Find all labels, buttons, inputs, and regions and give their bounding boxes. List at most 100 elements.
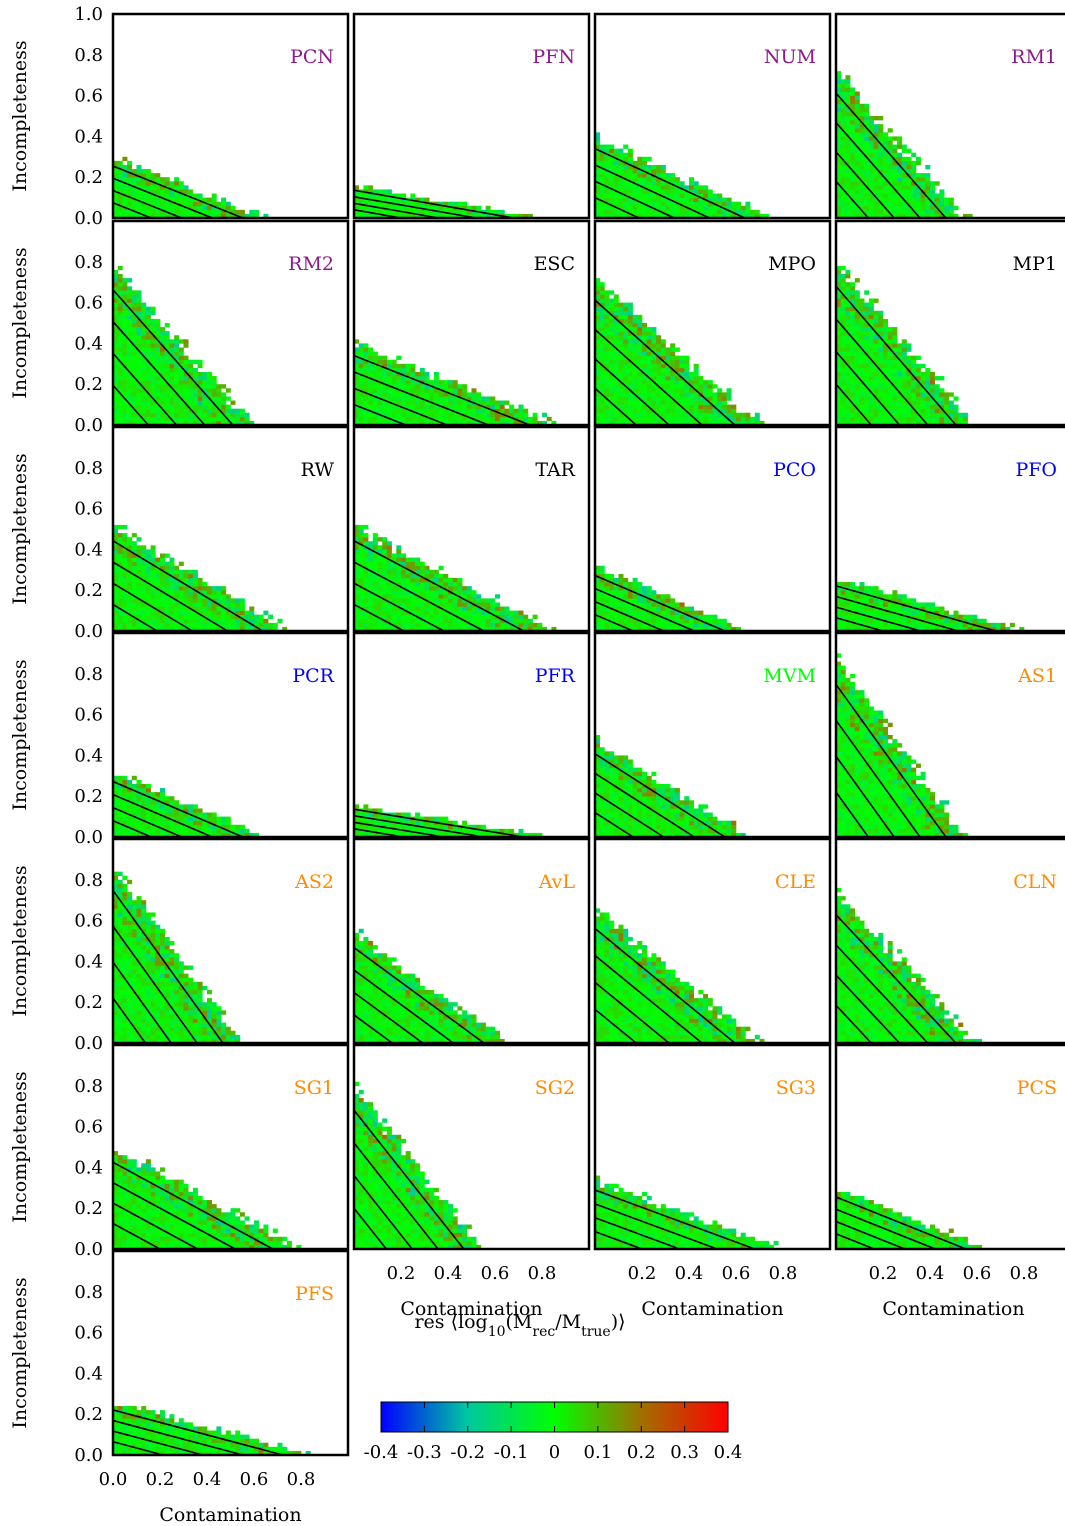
cell <box>211 594 217 599</box>
cell <box>642 197 647 202</box>
cell <box>410 594 416 599</box>
cell <box>424 404 430 409</box>
cell <box>604 181 610 186</box>
cell <box>618 416 624 422</box>
cell <box>150 177 156 182</box>
cell <box>915 181 921 186</box>
cell <box>721 213 727 219</box>
cell <box>113 610 118 615</box>
cell <box>901 351 907 356</box>
cell <box>850 351 856 356</box>
cell <box>391 577 397 583</box>
cell <box>466 205 472 211</box>
cell <box>207 598 212 603</box>
cell <box>618 314 624 320</box>
cell <box>693 412 699 418</box>
cell <box>878 116 884 121</box>
cell <box>452 380 458 385</box>
cell <box>141 355 147 361</box>
cell <box>845 136 851 141</box>
cell <box>660 173 666 178</box>
cell <box>207 205 212 211</box>
cell <box>646 189 652 194</box>
cell <box>136 363 142 369</box>
cell <box>174 197 180 202</box>
cell <box>850 185 856 190</box>
cell <box>136 359 142 365</box>
cell <box>197 376 203 381</box>
cell <box>150 606 156 611</box>
cell <box>377 602 383 607</box>
cell <box>750 209 756 215</box>
cell <box>131 610 137 615</box>
cell <box>887 343 893 348</box>
cell <box>840 335 846 340</box>
cell <box>131 412 137 418</box>
cell <box>599 213 605 219</box>
cell <box>859 310 865 316</box>
cell <box>235 412 241 418</box>
cell <box>632 189 638 194</box>
cell <box>164 618 170 624</box>
cell <box>892 173 898 178</box>
cell <box>141 201 147 207</box>
cell <box>599 355 605 361</box>
cell <box>646 602 652 607</box>
cell <box>244 610 250 615</box>
cell <box>920 177 926 182</box>
cell <box>401 557 406 562</box>
cell <box>122 347 128 352</box>
cell <box>859 152 865 158</box>
cell <box>883 335 888 340</box>
cell <box>670 420 676 426</box>
cell <box>476 205 482 211</box>
cell <box>235 618 241 624</box>
cell <box>836 380 841 385</box>
cell <box>944 416 950 422</box>
cell <box>887 213 893 219</box>
cell <box>859 193 865 198</box>
cell <box>892 408 898 414</box>
cell <box>141 384 147 389</box>
cell <box>249 420 255 426</box>
cell <box>150 557 156 562</box>
cell <box>523 626 529 632</box>
cell <box>595 614 600 620</box>
cell <box>836 75 841 80</box>
cell <box>670 408 676 414</box>
cell <box>127 557 133 562</box>
cell <box>944 213 950 219</box>
cell <box>160 339 165 344</box>
cell <box>840 594 846 599</box>
cell <box>145 586 151 591</box>
cell <box>174 384 180 389</box>
cell <box>642 205 647 211</box>
cell <box>953 408 959 414</box>
cell <box>845 144 851 149</box>
cell <box>197 610 203 615</box>
cell <box>613 400 619 405</box>
cell <box>122 343 128 348</box>
cell <box>850 286 856 291</box>
cell <box>736 412 741 418</box>
cell <box>211 404 217 409</box>
cell <box>141 331 147 336</box>
cell <box>443 384 449 389</box>
cell <box>358 193 364 198</box>
cell <box>150 569 156 575</box>
cell <box>670 173 676 178</box>
cell <box>873 376 879 381</box>
cell <box>382 416 388 422</box>
cell <box>136 193 142 198</box>
cell <box>211 197 217 202</box>
cell <box>840 107 846 113</box>
cell <box>113 343 118 348</box>
cell <box>354 598 359 603</box>
cell <box>141 582 147 587</box>
cell <box>595 136 600 141</box>
cell <box>944 201 950 207</box>
cell <box>632 173 638 178</box>
cell <box>684 412 690 418</box>
cell <box>670 355 676 361</box>
cell <box>207 610 212 615</box>
